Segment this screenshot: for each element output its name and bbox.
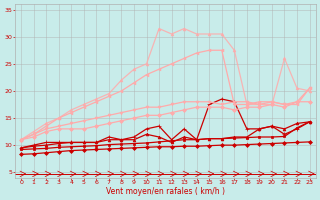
X-axis label: Vent moyen/en rafales ( km/h ): Vent moyen/en rafales ( km/h ): [106, 187, 225, 196]
